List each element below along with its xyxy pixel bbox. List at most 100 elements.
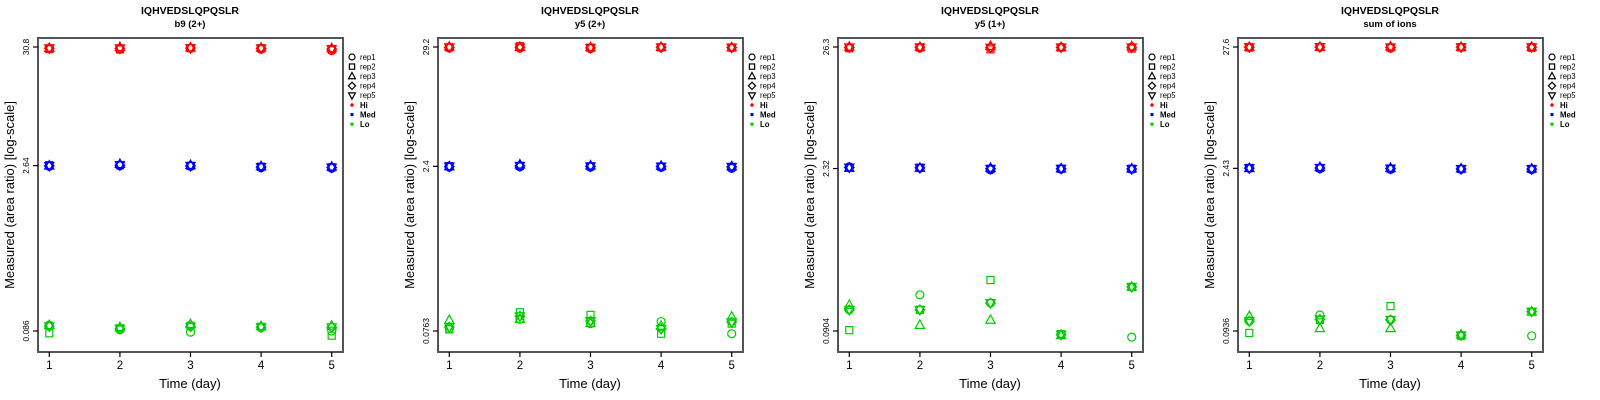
data-point-lo-rep5 — [1314, 315, 1326, 326]
y-tick-label: 29.2 — [421, 38, 431, 55]
legend-label-rep1: rep1 — [360, 53, 376, 62]
x-tick-label: 5 — [1528, 360, 1534, 372]
data-point-hi-rep5 — [1384, 43, 1397, 54]
data-point-med-rep3 — [1126, 162, 1138, 173]
legend-label-rep4: rep4 — [1160, 82, 1176, 91]
data-point-lo-rep5 — [255, 323, 267, 334]
data-point-med-rep5 — [1384, 164, 1397, 175]
data-point-med-rep3 — [255, 159, 267, 171]
data-point-hi-rep5 — [914, 43, 926, 54]
data-point-hi-rep5 — [1243, 43, 1255, 54]
data-point-lo-rep3 — [984, 313, 997, 324]
legend-label-rep3: rep3 — [1160, 72, 1176, 81]
data-point-hi-rep5 — [655, 43, 667, 54]
y-axis-label: Measured (area ratio) [log-scale] — [1202, 101, 1217, 289]
x-tick-label: 1 — [46, 360, 52, 372]
x-tick-label: 3 — [187, 360, 193, 372]
x-tick-label: 2 — [1317, 360, 1323, 372]
y-tick-label: 2.32 — [821, 160, 831, 177]
data-point-med-rep3 — [726, 160, 738, 171]
legend-dot-med — [350, 112, 354, 117]
data-point-med-rep5 — [1126, 164, 1138, 176]
legend-marker-rep2 — [748, 63, 756, 70]
legend-label-rep3: rep3 — [1560, 72, 1576, 81]
panel-title: IQHVEDSLQPQSLR — [541, 5, 639, 17]
legend-label-rep3: rep3 — [360, 72, 376, 81]
legend-marker-rep3 — [1147, 71, 1157, 80]
data-point-lo-rep2 — [45, 329, 54, 338]
legend-dot-lo — [1150, 122, 1154, 126]
data-point-med-rep5 — [184, 161, 197, 173]
data-point-hi-rep3 — [1455, 40, 1467, 52]
data-point-med-rep5 — [43, 161, 55, 173]
data-point-hi-rep3 — [43, 41, 55, 52]
legend-marker-rep1 — [1148, 53, 1156, 61]
x-tick-label: 1 — [446, 360, 452, 372]
data-point-lo-rep1 — [327, 326, 337, 336]
data-point-med-rep5 — [1314, 163, 1326, 175]
data-point-lo-rep5 — [1455, 331, 1467, 342]
y-tick-label: 0.0904 — [821, 318, 831, 344]
data-point-lo-rep2 — [1386, 302, 1395, 311]
data-point-med-rep5 — [726, 162, 738, 174]
data-point-lo-rep5 — [1384, 315, 1397, 327]
y-tick-label: 0.0763 — [421, 318, 431, 344]
data-point-hi-rep5 — [843, 43, 855, 54]
plot-area: 1 2 3 4 5 0.086 2.64 30.8 rep1rep2rep3rep4rep5Hi… — [21, 37, 376, 372]
panel-subtitle: y5 (2+) — [575, 19, 605, 30]
legend-label-med: Med — [760, 110, 776, 119]
legend-dot-lo — [1550, 122, 1554, 126]
plot-area: 1 2 3 4 5 0.0904 2.32 26.3 rep1rep2rep3rep4rep5H… — [821, 37, 1176, 372]
legend-label-lo: Lo — [760, 120, 770, 129]
data-point-hi-rep5 — [1455, 43, 1467, 54]
data-point-hi-rep3 — [443, 40, 455, 51]
data-point-hi-rep5 — [443, 43, 455, 54]
y-tick-label: 27.6 — [1221, 38, 1231, 55]
data-point-lo-rep5 — [914, 305, 926, 317]
data-point-med-rep3 — [1526, 162, 1538, 173]
x-tick-label: 3 — [1387, 360, 1393, 372]
plot-area: 1 2 3 4 5 0.0763 2.4 29.2 rep1rep2rep3rep4rep5Hi… — [421, 37, 776, 372]
legend-label-lo: Lo — [1160, 120, 1170, 129]
panel-title: IQHVEDSLQPQSLR — [141, 5, 239, 17]
data-point-lo-rep3 — [1384, 321, 1397, 333]
legend-marker-rep5 — [747, 92, 757, 101]
data-point-lo-rep2 — [656, 329, 666, 338]
y-tick-label: 2.4 — [421, 160, 431, 172]
legend-marker-rep4 — [747, 81, 757, 91]
legend-label-lo: Lo — [1560, 120, 1570, 129]
legend-label-rep3: rep3 — [760, 72, 776, 81]
legend-label-rep5: rep5 — [1160, 91, 1176, 100]
data-point-lo-rep5 — [43, 322, 55, 333]
legend-marker-rep5 — [347, 92, 357, 101]
plot-box — [437, 37, 744, 353]
data-point-lo-rep2 — [1245, 328, 1254, 338]
data-point-med-rep3 — [584, 159, 597, 170]
y-axis-label: Measured (area ratio) [log-scale] — [802, 101, 817, 289]
x-axis-label: Time (day) — [159, 376, 221, 391]
legend-dot-hi — [750, 103, 754, 107]
legend-label-rep5: rep5 — [760, 91, 776, 100]
data-point-med-rep3 — [184, 158, 197, 170]
data-point-lo-rep1 — [915, 290, 925, 300]
x-tick-label: 3 — [587, 360, 593, 372]
data-point-med-rep5 — [326, 163, 338, 174]
legend-label-hi: Hi — [760, 101, 768, 110]
legend-label-lo: Lo — [360, 120, 370, 129]
legend-dot-hi — [1150, 103, 1154, 107]
panel-title: IQHVEDSLQPQSLR — [1341, 5, 1439, 17]
x-tick-label: 5 — [728, 360, 734, 372]
legend-dot-med — [1150, 112, 1154, 117]
legend-label-hi: Hi — [1560, 101, 1568, 110]
legend-marker-rep1 — [748, 53, 756, 61]
legend-marker-rep5 — [1147, 92, 1157, 101]
data-point-med-rep3 — [1055, 162, 1067, 173]
data-point-lo-rep1 — [1127, 332, 1137, 342]
legend-label-rep4: rep4 — [760, 82, 776, 91]
legend-label-rep2: rep2 — [1560, 62, 1576, 71]
panel-sum-of-ions: IQHVEDSLQPQSLR sum of ions Measured (are… — [1202, 5, 1576, 391]
y-tick-label: 26.3 — [821, 38, 831, 55]
data-point-med-rep5 — [1526, 165, 1538, 176]
data-point-hi-rep5 — [1526, 43, 1538, 54]
data-point-med-rep5 — [114, 161, 126, 172]
